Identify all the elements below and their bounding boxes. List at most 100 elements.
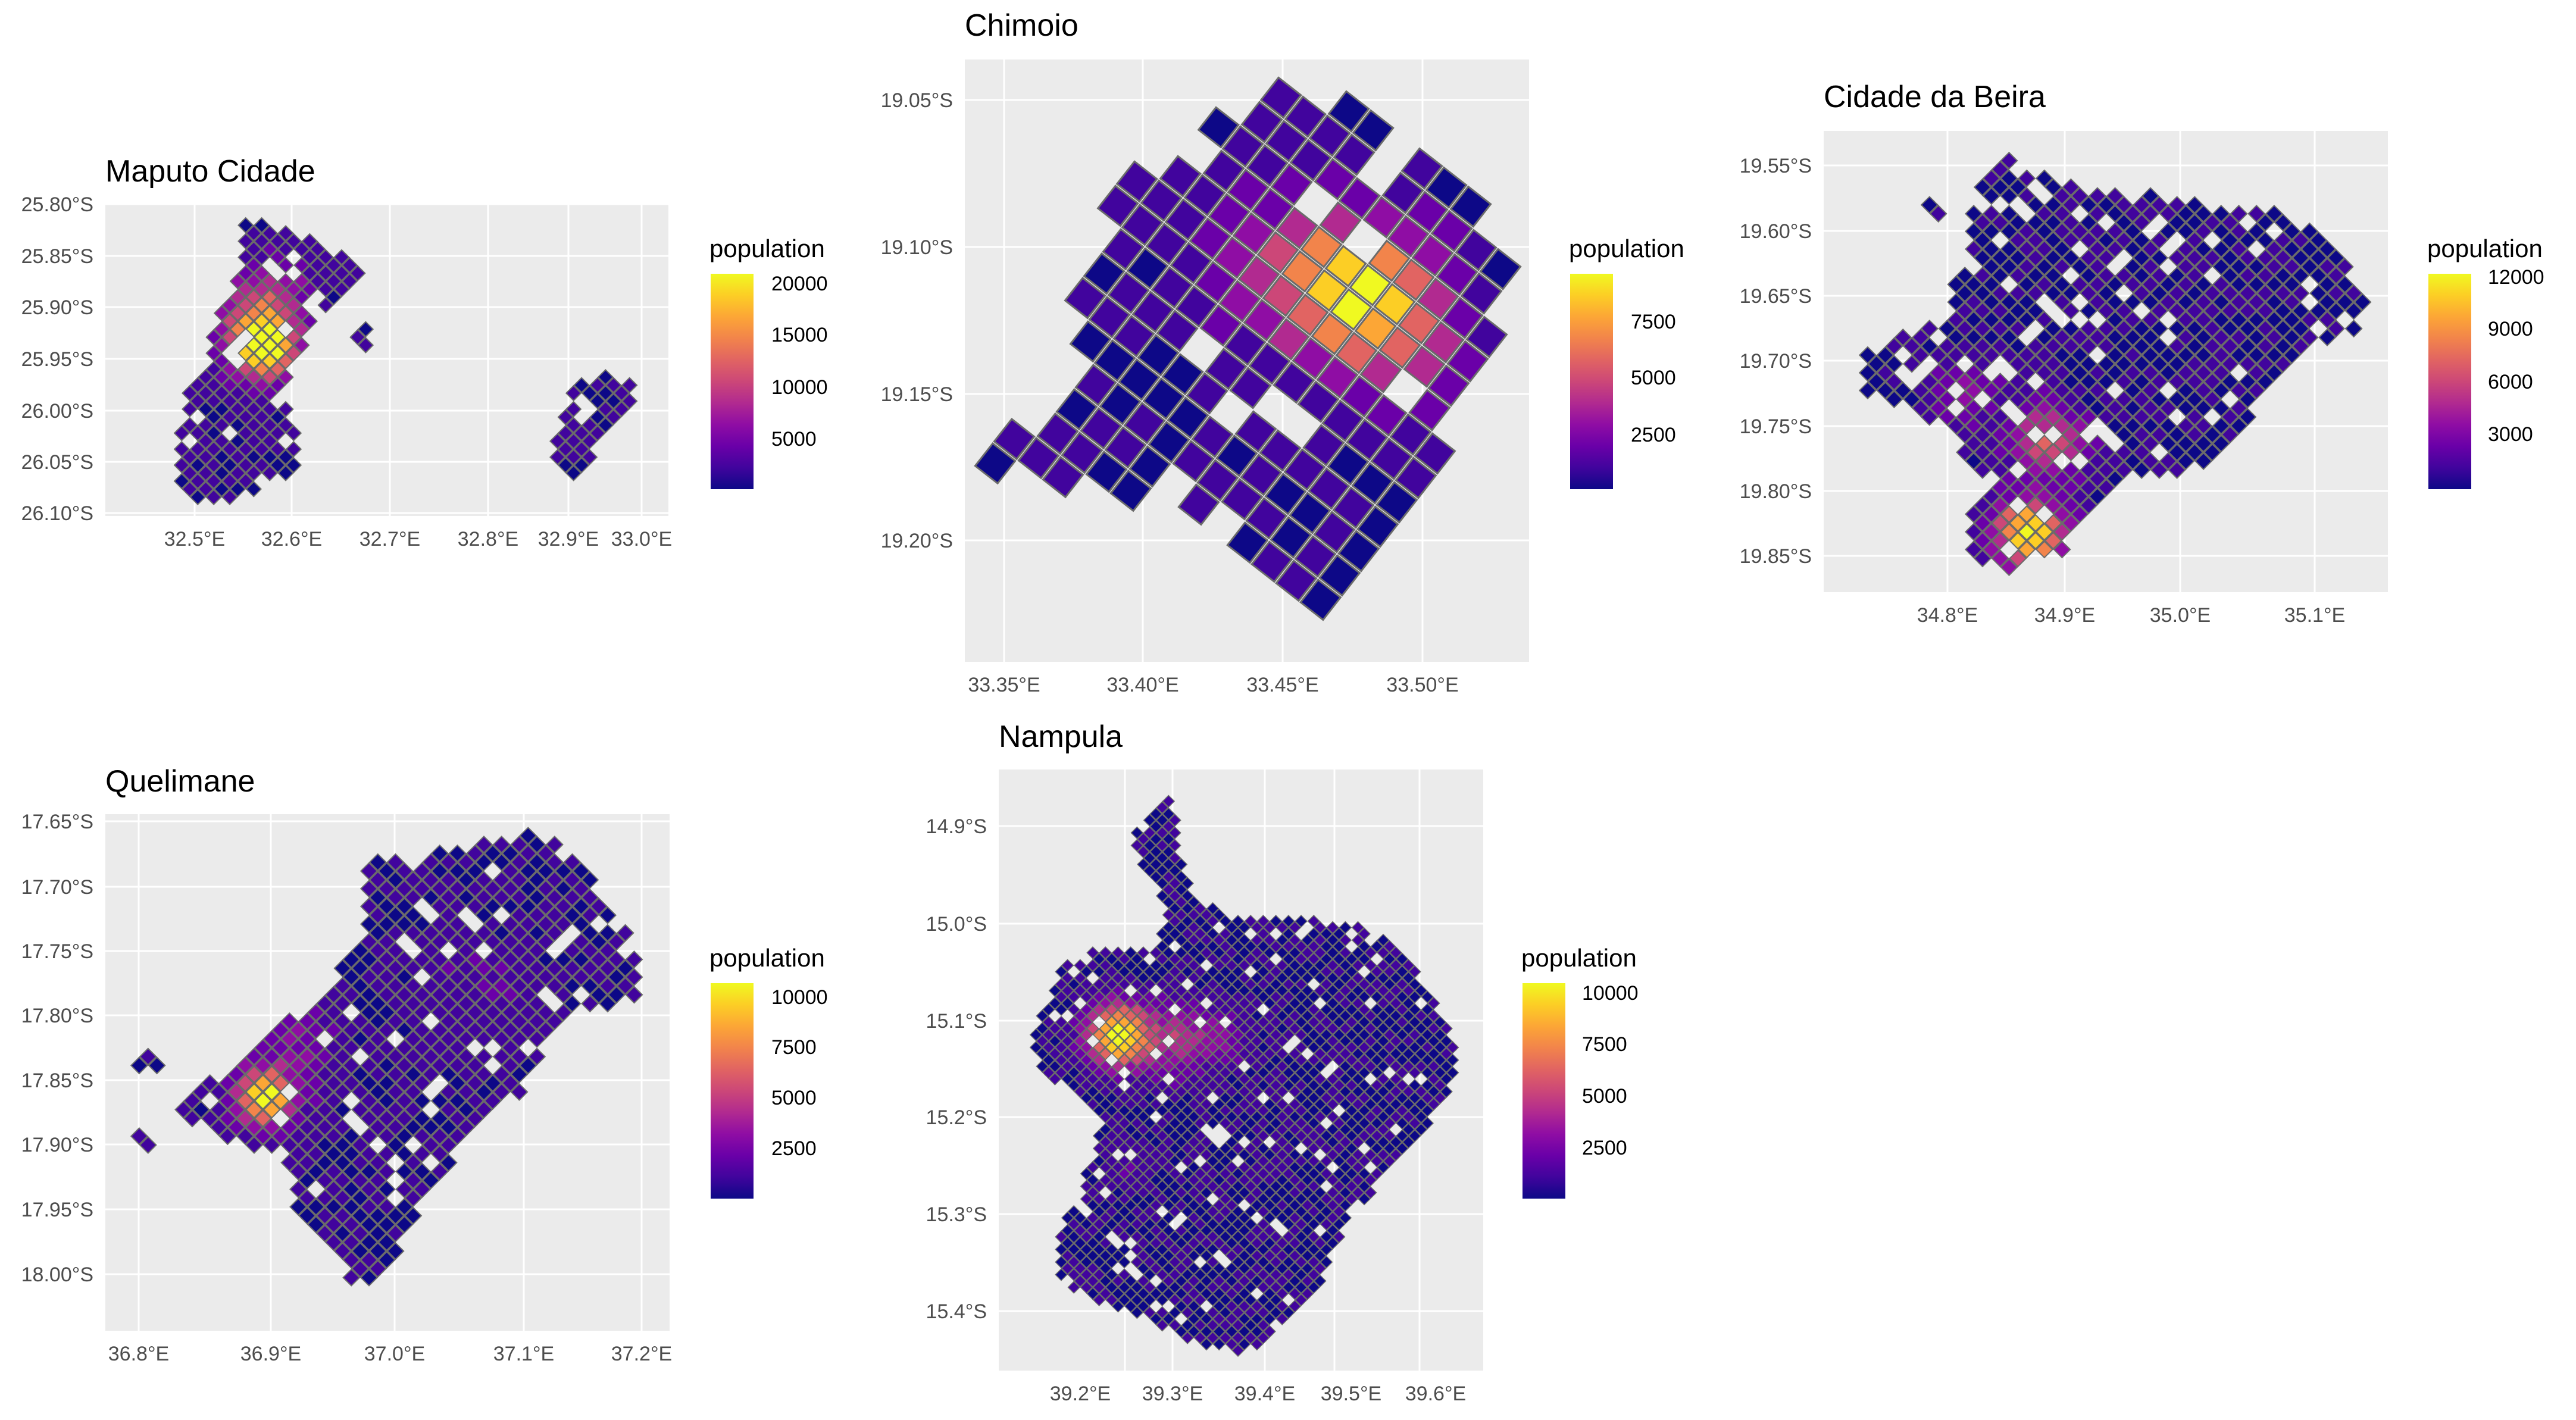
grid-cell (2186, 284, 2204, 302)
grid-cell (1377, 946, 1390, 959)
grid-cell (1326, 984, 1339, 997)
grid-cell (1326, 1211, 1339, 1225)
grid-cell (1920, 390, 1939, 409)
grid-cell (1105, 1167, 1118, 1180)
grid-cell (342, 1074, 361, 1093)
grid-cell (1224, 323, 1267, 366)
grid-cell (554, 986, 573, 1004)
x-tick-label: 37.2°E (611, 1343, 672, 1365)
grid-cell (1086, 1097, 1099, 1111)
y-tick-label: 19.80°S (1740, 480, 1812, 503)
grid-cell (1099, 1148, 1112, 1162)
grid-cell (254, 1091, 272, 1110)
grid-cell (395, 1144, 414, 1163)
grid-cell (1036, 1034, 1049, 1048)
grid-cell (2212, 346, 2230, 364)
grid-cell (1351, 1136, 1365, 1149)
grid-cell (1263, 1047, 1276, 1061)
grid-cell (1982, 523, 2000, 541)
grid-cell (2106, 328, 2124, 347)
grid-cell (2300, 222, 2319, 240)
grid-cell (1346, 418, 1389, 461)
grid-cell (245, 273, 262, 290)
grid-cell (1345, 1180, 1358, 1193)
grid-cell (1982, 169, 2000, 187)
grid-cell (1345, 952, 1358, 966)
grid-cell (2000, 452, 2018, 470)
grid-cell (1036, 1022, 1049, 1035)
grid-cell (2203, 443, 2222, 462)
grid-cell (351, 1083, 370, 1101)
grid-cell (2239, 284, 2257, 302)
grid-cell (1973, 302, 1992, 320)
grid-cell (1126, 247, 1169, 290)
grid-cell (1377, 1022, 1390, 1035)
grid-cell (1088, 296, 1131, 339)
grid-cell (324, 1074, 343, 1093)
grid-cell (466, 968, 484, 986)
grid-cell (1067, 1053, 1081, 1067)
grid-cell (1067, 1041, 1081, 1054)
grid-cell (1314, 1072, 1327, 1086)
grid-cell (412, 862, 432, 880)
grid-cell (386, 853, 405, 871)
grid-cell (1276, 1085, 1289, 1099)
grid-cell (448, 1003, 467, 1022)
grid-cell (1332, 1141, 1346, 1155)
grid-cell (1137, 1072, 1150, 1086)
grid-cell (2212, 222, 2230, 240)
grid-cell (1092, 1028, 1106, 1041)
grid-cell (1200, 1047, 1213, 1061)
grid-cell (1172, 440, 1215, 483)
grid-cell (1440, 1072, 1453, 1086)
grid-cell (333, 1242, 352, 1261)
grid-cell (2186, 249, 2204, 267)
grid-cell (1200, 984, 1213, 997)
grid-cell (466, 862, 484, 880)
grid-cell (1282, 1205, 1295, 1218)
grid-cell (1421, 1091, 1434, 1105)
grid-cell (1359, 351, 1402, 393)
grid-cell (2009, 355, 2027, 373)
grid-cell (201, 1074, 219, 1093)
grid-cell (218, 1074, 237, 1093)
grid-cell (1118, 978, 1131, 991)
grid-cell (1295, 1255, 1308, 1269)
grid-cell (457, 959, 476, 978)
grid-cell (1206, 1243, 1220, 1256)
grid-cell (1218, 1318, 1232, 1332)
grid-cell (1244, 1066, 1258, 1080)
grid-cell (1368, 239, 1411, 282)
grid-cell (1414, 1022, 1428, 1035)
grid-cell (377, 1197, 396, 1216)
grid-cell (1307, 1205, 1321, 1218)
grid-cell (1161, 353, 1204, 396)
grid-cell (1276, 946, 1289, 959)
grid-cell (1206, 1331, 1220, 1344)
grid-cell (1174, 1325, 1188, 1338)
grid-cell (1283, 448, 1326, 491)
grid-cell (269, 345, 286, 362)
grid-cell (368, 1012, 387, 1031)
grid-cell (1168, 1091, 1181, 1105)
grid-cell (277, 353, 294, 370)
grid-cell (581, 959, 599, 978)
grid-cell (1267, 318, 1310, 361)
grid-cell (2124, 328, 2142, 347)
grid-cell (421, 1047, 440, 1066)
grid-cell (271, 1127, 290, 1146)
grid-cell (1187, 1287, 1201, 1300)
grid-cell (1187, 1022, 1201, 1035)
grid-cell (2309, 284, 2328, 302)
grid-cell (528, 942, 546, 960)
grid-cell (1234, 410, 1277, 453)
grid-cell (1251, 1009, 1264, 1022)
grid-cell (1055, 965, 1068, 978)
grid-cell (377, 1215, 396, 1234)
grid-cell (2327, 266, 2345, 285)
grid-cell (2141, 346, 2160, 364)
grid-cell (1320, 1205, 1333, 1218)
grid-cell (2318, 311, 2337, 329)
grid-cell (2079, 478, 2098, 497)
grid-cell (1193, 1003, 1207, 1016)
